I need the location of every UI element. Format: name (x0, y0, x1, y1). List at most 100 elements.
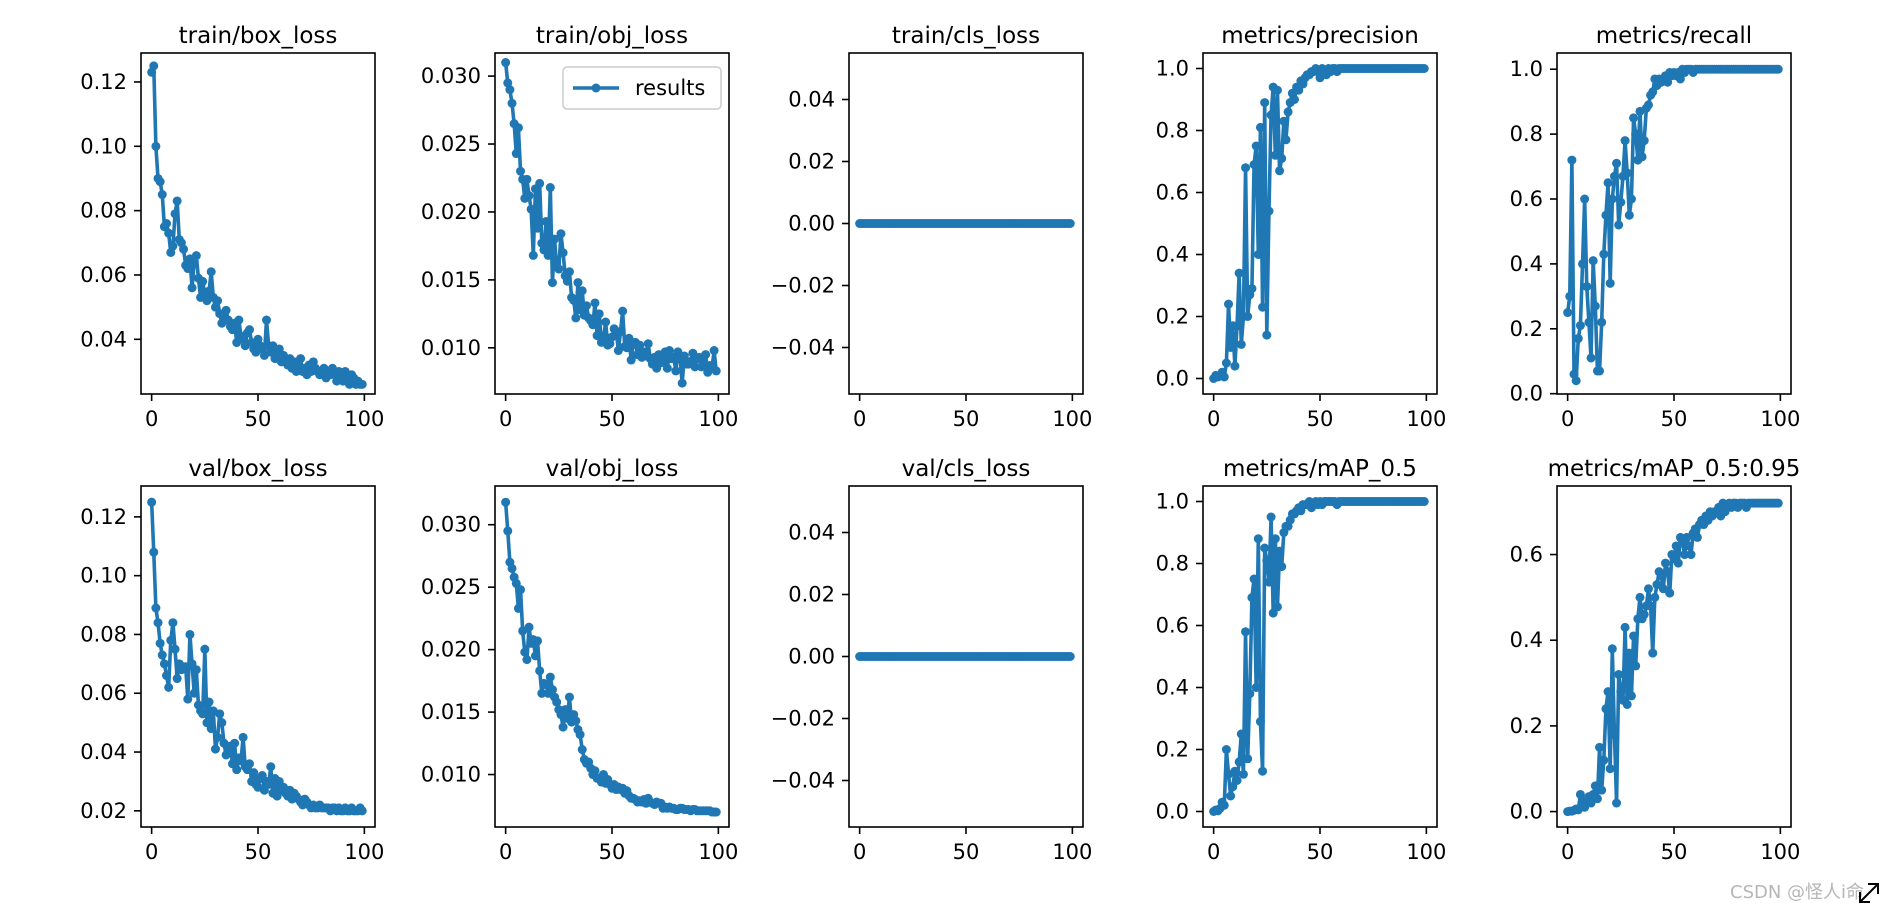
data-point (1586, 798, 1596, 808)
x-tick-label: 50 (599, 840, 626, 864)
data-point (1065, 652, 1075, 661)
data-point (658, 354, 668, 364)
data-point (1592, 794, 1602, 804)
data-point (635, 340, 645, 350)
x-tick-label: 100 (1406, 840, 1446, 864)
data-point (1251, 141, 1261, 151)
data-point (1247, 593, 1257, 603)
data-point (571, 716, 581, 726)
data-point (151, 603, 161, 613)
data-point (547, 278, 557, 288)
data-point (571, 313, 581, 323)
data-point (564, 267, 574, 277)
x-tick-label: 100 (1760, 840, 1800, 864)
data-point (622, 343, 632, 353)
y-tick-label: 0.030 (421, 513, 481, 537)
data-point (155, 638, 165, 648)
data-point (1243, 754, 1253, 764)
data-point (1614, 669, 1624, 679)
data-point (234, 315, 244, 325)
data-point (1595, 742, 1605, 752)
data-point (594, 309, 604, 319)
series-line (1212, 66, 1425, 380)
x-tick-label: 50 (953, 407, 980, 431)
data-point (185, 629, 195, 639)
data-point (1262, 555, 1272, 565)
subplot-10: metrics/mAP_0.5:0.95 0 50 100 0.0 0.2 0.4 0.6 (1510, 456, 1801, 864)
x-tick-label: 50 (953, 840, 980, 864)
data-point (543, 250, 553, 260)
data-point (679, 351, 689, 361)
data-point (1643, 584, 1653, 594)
data-point (590, 766, 600, 776)
data-point (1590, 301, 1600, 311)
x-tick-label: 0 (145, 840, 158, 864)
x-tick-label: 0 (499, 840, 512, 864)
y-tick-label: 0.6 (1156, 181, 1189, 205)
data-point (149, 61, 159, 71)
data-point (560, 705, 570, 715)
subplot-title: metrics/mAP_0.5:0.95 (1548, 456, 1801, 482)
y-tick-label: 0.04 (80, 327, 127, 351)
data-point (1643, 100, 1653, 110)
y-tick-label: 0.02 (788, 150, 835, 174)
resize-icon[interactable] (1856, 880, 1882, 906)
subplot-title: train/obj_loss (536, 23, 688, 49)
series-markers (501, 58, 721, 388)
data-point (673, 347, 683, 357)
subplot-7: val/obj_loss 0 50 100 0.010 0.015 0.020 0.025 0.… (421, 456, 739, 864)
y-tick-label: 0.0 (1156, 367, 1189, 391)
data-point (643, 339, 653, 349)
y-tick-label: 0.02 (788, 583, 835, 607)
data-point (1773, 498, 1783, 508)
data-point (1262, 330, 1272, 340)
csdn-watermark: CSDN @怪人i命 (1730, 882, 1865, 903)
y-tick-label: 0.4 (1510, 628, 1543, 652)
data-point (1230, 361, 1240, 371)
y-tick-label: 0.04 (788, 521, 835, 545)
subplot-title: metrics/mAP_0.5 (1223, 456, 1417, 482)
data-point (605, 339, 615, 349)
data-point (153, 618, 163, 628)
data-point (537, 688, 547, 698)
y-tick-label: −0.02 (771, 707, 835, 731)
data-point (516, 166, 526, 176)
data-point (507, 563, 517, 573)
y-tick-label: 0.2 (1156, 738, 1189, 762)
y-tick-label: 0.10 (80, 564, 127, 588)
data-point (1289, 95, 1299, 104)
data-point (590, 298, 600, 308)
data-point (1597, 785, 1607, 795)
data-point (598, 333, 608, 343)
data-point (1626, 194, 1636, 204)
x-tick-label: 0 (145, 407, 158, 431)
data-point (264, 779, 274, 789)
data-point (1601, 210, 1611, 220)
y-tick-label: 0.015 (421, 700, 481, 724)
data-point (206, 267, 216, 277)
y-tick-label: 0.06 (80, 263, 127, 287)
data-point (1656, 571, 1666, 581)
data-point (172, 674, 182, 684)
series-line (1567, 501, 1779, 814)
series-line (149, 502, 364, 813)
series-line (1212, 499, 1425, 813)
subplot-title: val/box_loss (188, 456, 327, 482)
data-point (1626, 691, 1636, 701)
data-point (170, 209, 180, 219)
data-point (662, 363, 672, 373)
data-point (530, 651, 540, 661)
y-tick-label: 0.030 (421, 64, 481, 88)
data-point (357, 806, 367, 816)
y-tick-label: 0.10 (80, 134, 127, 158)
data-point (157, 650, 167, 660)
subplot-6: val/box_loss 0 50 100 0.02 0.04 0.06 0.08 0.10 0.… (80, 456, 384, 864)
data-point (1065, 219, 1075, 228)
data-point (1243, 312, 1253, 321)
data-point (1219, 800, 1229, 810)
y-tick-label: 0.020 (421, 638, 481, 662)
data-point (1241, 163, 1251, 173)
data-point (1648, 87, 1658, 97)
data-point (1232, 776, 1242, 785)
data-point (1601, 704, 1611, 714)
